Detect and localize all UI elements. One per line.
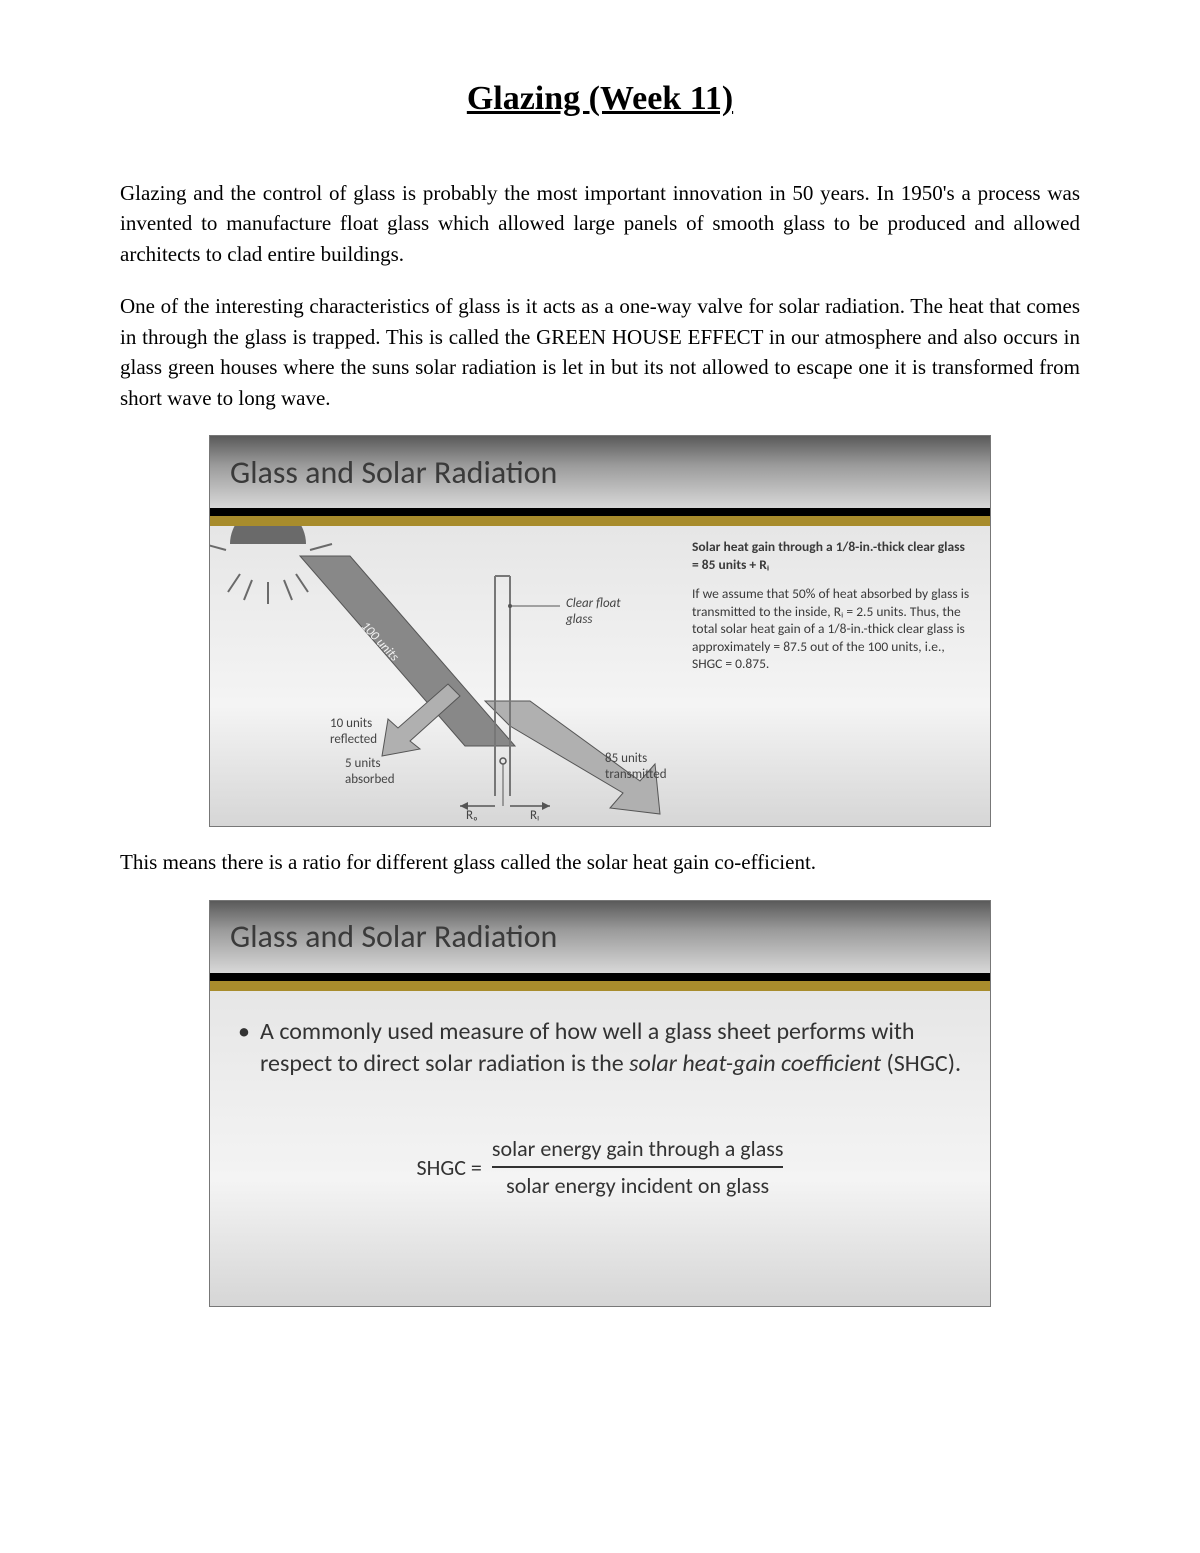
bullet-icon: • [238,1016,260,1081]
slide-2-title: Glass and Solar Radiation [210,901,990,973]
formula-numerator: solar energy gain through a glass [492,1135,784,1162]
slide-1-title: Glass and Solar Radiation [210,436,990,508]
slide-2: Glass and Solar Radiation • A commonly u… [209,900,991,1307]
slide-2-accent-black [210,973,990,981]
reflected-label: 10 units reflected [330,716,377,749]
glass-line2: glass [566,612,592,627]
formula-lhs: SHGC = [417,1154,482,1181]
slide-1-body: 100 units 10 units reflected 5 units abs… [210,526,990,826]
paragraph-3: This means there is a ratio for differen… [120,847,1080,877]
slide-1-accent-gold [210,516,990,526]
solar-diagram: 100 units 10 units reflected 5 units abs… [210,526,990,826]
slide-2-accent-gold [210,981,990,991]
side-body: If we assume that 50% of heat absorbed b… [692,585,972,673]
glass-line1: Clear float [566,596,621,611]
transmitted-line2: transmitted [605,767,667,782]
reflected-line2: reflected [330,732,377,747]
absorbed-line2: absorbed [345,772,395,787]
formula-denominator: solar energy incident on glass [506,1172,769,1199]
slide-1-accent-black [210,508,990,516]
ri-label: Rᵢ [530,808,539,824]
document-page: Glazing (Week 11) Glazing and the contro… [0,0,1200,1387]
bullet-text: A commonly used measure of how well a gl… [260,1016,962,1081]
transmitted-line1: 85 units [605,751,647,766]
slide1-side-text: Solar heat gain through a 1/8-in.-thick … [692,538,972,673]
slide-1: Glass and Solar Radiation [209,435,991,827]
absorbed-line1: 5 units [345,756,381,771]
slide-2-container: Glass and Solar Radiation • A commonly u… [120,900,1080,1307]
glass-label: Clear float glass [566,596,621,629]
slide-1-container: Glass and Solar Radiation [120,435,1080,827]
absorbed-label: 5 units absorbed [345,756,395,789]
bullet-suffix: (SHGC). [881,1049,961,1078]
slide-2-body: • A commonly used measure of how well a … [210,991,990,1306]
ro-label: Rₒ [466,808,478,824]
paragraph-1: Glazing and the control of glass is prob… [120,178,1080,269]
bullet-italic: solar heat-gain coefficient [629,1049,881,1078]
shgc-formula: SHGC = solar energy gain through a glass… [238,1135,962,1199]
formula-fraction: solar energy gain through a glass solar … [492,1135,784,1199]
side-heading: Solar heat gain through a 1/8-in.-thick … [692,538,972,573]
transmitted-label: 85 units transmitted [605,751,667,784]
reflected-line1: 10 units [330,716,372,731]
slide2-bullet: • A commonly used measure of how well a … [238,1016,962,1081]
paragraph-2: One of the interesting characteristics o… [120,291,1080,413]
fraction-line [492,1166,784,1168]
page-title: Glazing (Week 11) [120,80,1080,118]
